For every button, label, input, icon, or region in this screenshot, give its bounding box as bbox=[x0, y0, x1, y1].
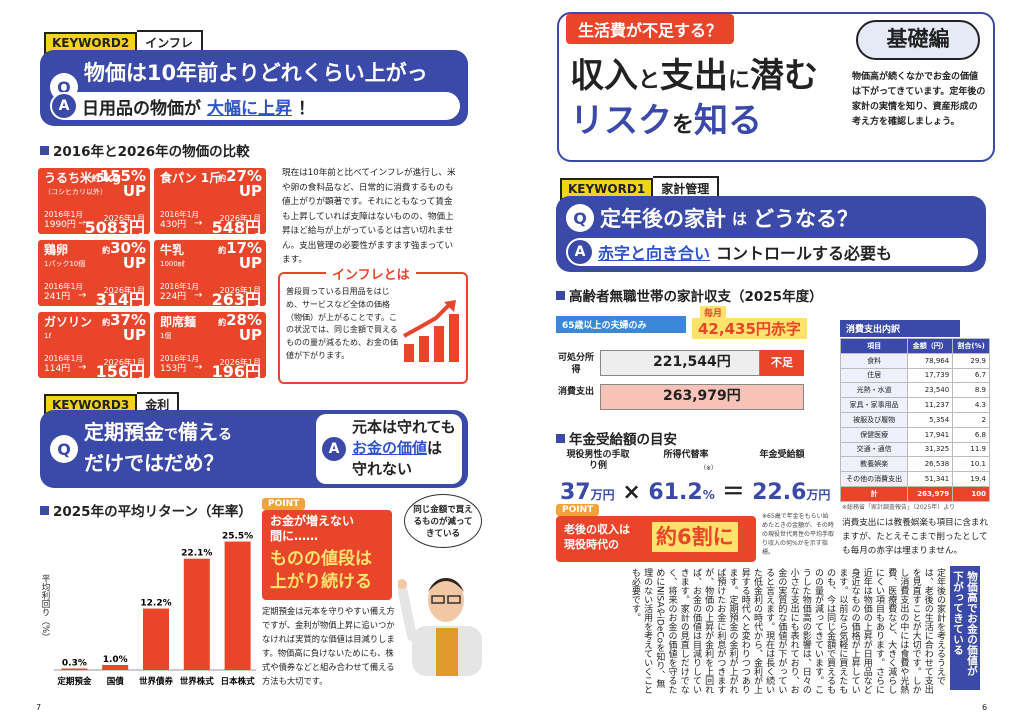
intro-text: 物価高が続くなかでお金の価値は下がってきています。定年後の家計の実情を知り、資産… bbox=[852, 72, 986, 127]
price-card: 鶏卵 1パック10個 約30% UP 2016年1月 241円 → 2026年1月 314円 bbox=[38, 240, 150, 308]
category-label: 日本株式 bbox=[221, 676, 256, 687]
question-box-budget: Q 定年後の家計はどうなる？ A 赤字と向き合い コントロールする必要も bbox=[556, 196, 986, 272]
table-row: 保健医療 17,941 6.8 bbox=[839, 426, 990, 443]
arrow-icon: → bbox=[78, 290, 87, 301]
compare-title: 2016年と2026年の物価の比較 bbox=[40, 140, 250, 160]
inflation-box: インフレとは 普段買っている日用品をはじめ、サービスなど全体の価格（物価）が上が… bbox=[278, 264, 468, 384]
expense-table: 項目 金額（円） 割合(%) 食料 78,964 29.9 住居 17,739 6.7 光熱・水道… bbox=[839, 338, 990, 502]
page-number-right: 6 bbox=[982, 703, 988, 712]
price-card: ガソリン 1ℓ 約37% UP 2016年1月 114円 → 2026年1月 156円 bbox=[38, 312, 150, 380]
arrow-icon: → bbox=[78, 362, 87, 373]
point-tag-right: POINT bbox=[556, 504, 600, 516]
table-row: 家具・家事用品 11,237 4.3 bbox=[839, 397, 990, 413]
table-row: 光熱・水道 23,540 8.9 bbox=[839, 382, 990, 399]
arrow-icon: → bbox=[194, 290, 203, 301]
main-title: 収入と支出に潜む リスクを知る bbox=[570, 56, 819, 141]
banner: 生活費が不足する？ bbox=[566, 14, 735, 44]
table-row: 住居 17,739 6.7 bbox=[839, 367, 990, 384]
table-row: 食料 78,964 29.9 bbox=[839, 352, 990, 369]
couple-label: 65歳以上の夫婦のみ bbox=[556, 316, 686, 333]
table-row: 被服及び履物 5,354 2 bbox=[839, 411, 990, 428]
bar bbox=[102, 664, 129, 670]
breakdown-title: 消費支出内訳 bbox=[840, 320, 960, 337]
page-number-left: 7 bbox=[36, 703, 42, 712]
monthly-deficit: 42,435円赤字 bbox=[692, 318, 807, 339]
category-label: 国債 bbox=[107, 676, 125, 687]
table-row: その他の消費支出 51,341 19.4 bbox=[839, 471, 990, 487]
arrow-icon: → bbox=[194, 362, 203, 373]
bar bbox=[183, 558, 210, 670]
vertical-article: 定年後の家計を考えるうえでは、老後の生活に合わせて支出を見直すことが大切です。し… bbox=[629, 568, 945, 694]
table-row: 教養娯楽 26,538 10.1 bbox=[839, 456, 990, 473]
category-label: 世界債券 bbox=[139, 676, 174, 687]
arrow-icon: → bbox=[78, 218, 87, 229]
point-tag-left: POINT bbox=[262, 498, 306, 510]
price-card: うるち米 5kg （コシヒカリ以外） 約155% UP 2016年1月 1990円 → 202… bbox=[38, 168, 150, 236]
table-row: 計 263,979 100 bbox=[839, 485, 990, 502]
inflation-box-title: インフレとは bbox=[326, 264, 416, 283]
arrow-icon: → bbox=[194, 218, 203, 229]
a-badge: A bbox=[52, 94, 76, 118]
price-card: 食パン 1斤 約27% UP 2016年1月 430円 → 2026年1月 548円 bbox=[154, 168, 266, 236]
bar bbox=[224, 541, 251, 670]
data-label: 12.2% bbox=[140, 599, 171, 609]
pension-formula: 37万円 × 61.2% ＝ 22.6万円 bbox=[560, 480, 831, 505]
rising-graph-icon bbox=[403, 300, 459, 362]
table-row: 交通・通信 31,325 11.9 bbox=[839, 441, 990, 458]
interest-paragraph: 定期預金は元本を守りやすい備え方ですが、金利が物価上昇に追いつかなければ実質的な… bbox=[262, 606, 395, 686]
price-card: 即席麺 1個 約28% UP 2016年1月 153円 → 2026年1月 196円 bbox=[154, 312, 266, 380]
answer-highlight: 大幅に上昇 bbox=[207, 98, 292, 119]
return-ylabel: 平均利回り（%） bbox=[40, 574, 50, 642]
bar bbox=[143, 608, 169, 670]
data-label: 25.5% bbox=[222, 532, 253, 542]
question-box-interest: Q 定期預金で備える だけではだめ？ A 元本は守れても お金の価値は 守れない bbox=[40, 410, 468, 488]
presenter-figure bbox=[398, 578, 482, 676]
data-label: 0.3% bbox=[62, 658, 87, 668]
category-label: 定期預金 bbox=[56, 676, 92, 687]
point-box-left: お金が増えない 間に…… ものの値段は 上がり続ける bbox=[262, 510, 392, 600]
pension-title: 年金受給額の目安 bbox=[556, 428, 677, 448]
return-chart: 0.3% 定期預金 1.0% 国債 12.2% 世界債券 22.1% 世界株式 25.5% 日本株… bbox=[54, 532, 256, 687]
inflation-paragraph: 現在は10年前と比べてインフレが進行し、米や卵の食料品など、日常的に消費するもの… bbox=[282, 168, 456, 265]
category-label: 世界株式 bbox=[180, 676, 215, 687]
speech-bubble: 同じ金額で買えるものが減ってきている bbox=[404, 494, 482, 548]
table-note: 消費支出には教養娯楽も項目に含まれますが、たとえそこまで削ったとしても毎月の赤字… bbox=[842, 518, 989, 556]
bar bbox=[61, 668, 88, 670]
question-box-inflation: Q 物価は10年前よりどれくらい上がった？ A 日用品の物価が 大幅に上昇 ！ bbox=[40, 50, 468, 126]
income-bar: 221,544円 bbox=[600, 350, 760, 376]
expense-bar: 263,979円 bbox=[600, 384, 804, 410]
return-title: 2025年の平均リターン（年率） bbox=[40, 500, 252, 520]
table-row: 項目 金額（円） 割合(%) bbox=[839, 338, 990, 354]
budget-title: 高齢者無職世帯の家計収支（2025年度） bbox=[556, 285, 823, 305]
point-box-right: 老後の収入は 現役時代の 約6割に bbox=[556, 516, 756, 562]
basic-badge: 基礎編 bbox=[856, 20, 980, 60]
price-card: 牛乳 1000㎖ 約17% UP 2016年1月 224円 → 2026年1月 263円 bbox=[154, 240, 266, 308]
data-label: 1.0% bbox=[103, 655, 128, 665]
shortage-bar: 不足 bbox=[760, 350, 804, 376]
vertical-banner: 物価高でお金の価値が下がってきている bbox=[950, 566, 980, 690]
data-label: 22.1% bbox=[181, 549, 212, 559]
